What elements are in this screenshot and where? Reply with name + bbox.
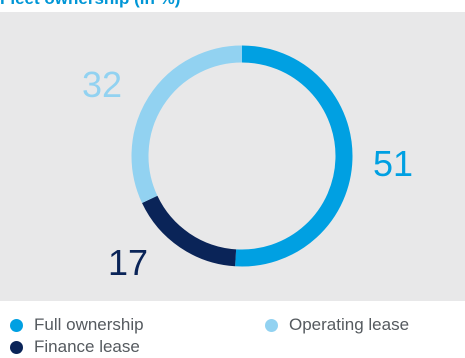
value-label-full-ownership: 51 — [373, 143, 414, 184]
legend-label-full-ownership: Full ownership — [34, 315, 144, 334]
donut-slice-operating-lease — [131, 45, 243, 204]
donut-slice-finance-lease — [142, 195, 237, 267]
donut-slice-full-ownership — [235, 45, 353, 267]
legend-dot-full-ownership — [10, 318, 23, 332]
chart-title: Fleet ownership (in %) — [0, 0, 180, 9]
legend-dot-finance-lease — [10, 340, 23, 354]
legend-label-operating-lease: Operating lease — [289, 315, 410, 334]
legend-item-operating-lease: Operating lease — [265, 315, 409, 335]
chart-panel: 51 17 32 — [0, 12, 465, 301]
value-label-finance-lease: 17 — [108, 242, 149, 283]
value-label-operating-lease: 32 — [82, 64, 123, 105]
legend-item-full-ownership: Full ownership — [10, 315, 144, 335]
legend-item-finance-lease: Finance lease — [10, 337, 140, 357]
legend-dot-operating-lease — [265, 318, 278, 332]
legend-label-finance-lease: Finance lease — [34, 337, 140, 356]
donut-chart — [131, 45, 353, 267]
